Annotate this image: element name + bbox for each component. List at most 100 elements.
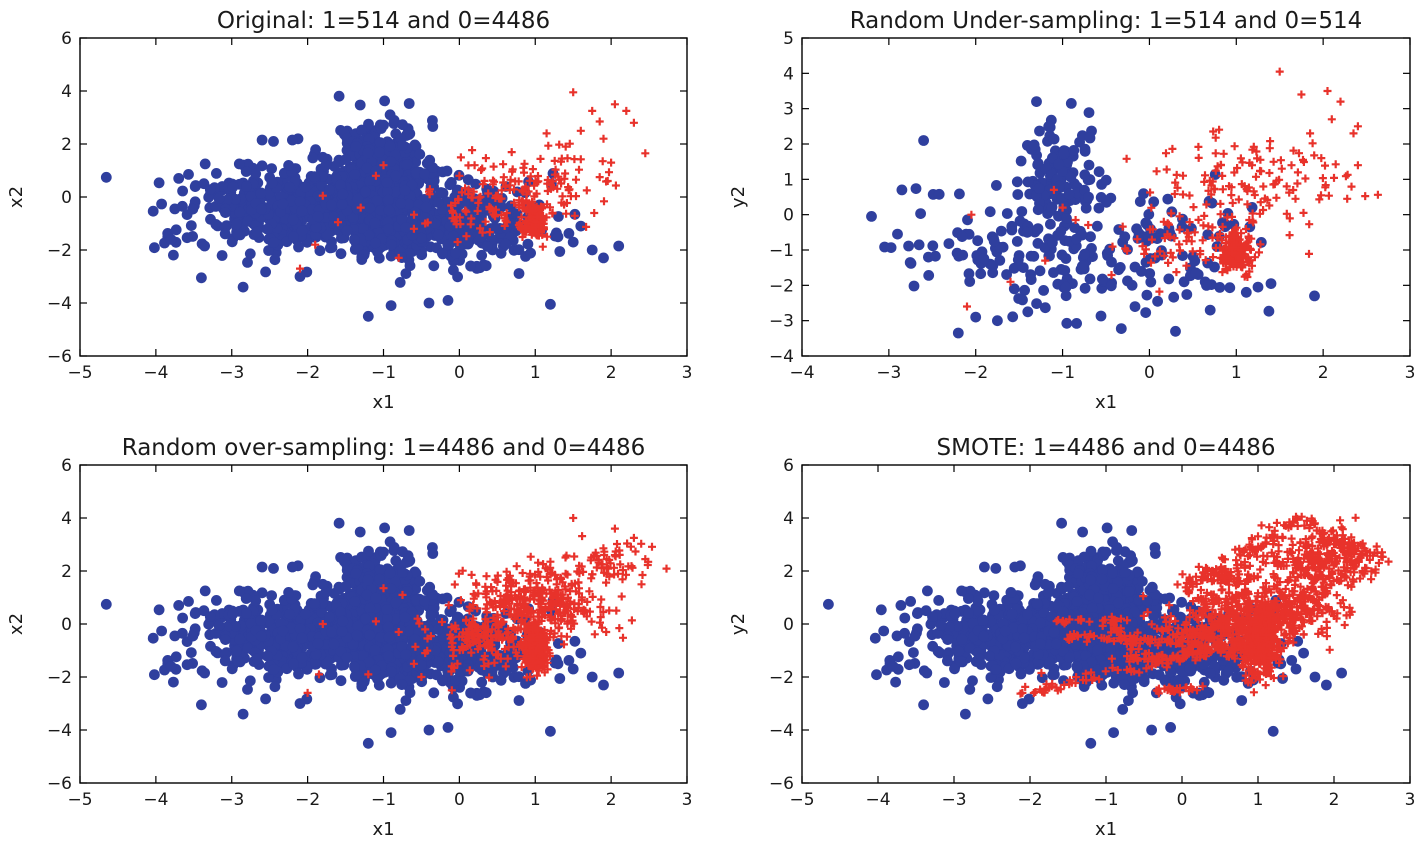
data-point: [962, 214, 973, 226]
data-point: [1028, 139, 1040, 151]
data-point: [1155, 247, 1164, 256]
data-point: [1199, 221, 1208, 230]
data-point: [585, 607, 594, 616]
data-point: [1170, 234, 1179, 243]
data-point: [1245, 216, 1254, 224]
data-point: [532, 579, 541, 588]
data-point: [563, 228, 575, 239]
data-point: [266, 590, 277, 601]
data-point: [1079, 143, 1091, 155]
data-point: [1235, 235, 1244, 244]
data-point: [1201, 256, 1210, 265]
data-point: [232, 656, 244, 667]
data-point: [1236, 154, 1245, 163]
data-point: [499, 607, 508, 616]
data-point: [1152, 167, 1161, 176]
data-point: [569, 514, 578, 522]
data-point: [910, 183, 922, 195]
data-point: [381, 604, 393, 615]
data-point: [465, 260, 476, 272]
data-point: [918, 135, 929, 146]
data-point: [147, 205, 159, 217]
data-point: [181, 659, 193, 671]
data-point: [153, 604, 165, 616]
data-point: [595, 117, 604, 126]
data-point: [1175, 212, 1184, 221]
data-point: [613, 667, 625, 679]
data-point: [568, 619, 577, 628]
data-point: [421, 625, 430, 634]
data-point: [570, 552, 579, 561]
data-point: [1248, 145, 1257, 154]
data-point: [551, 570, 559, 579]
data-point: [351, 629, 363, 641]
data-point: [543, 200, 551, 209]
data-point: [250, 595, 262, 607]
data-point: [555, 175, 564, 184]
data-point: [371, 617, 380, 626]
data-point: [1063, 188, 1075, 200]
data-point: [170, 224, 182, 236]
data-point: [336, 199, 348, 210]
data-point: [396, 641, 408, 652]
x-tick-label: −4: [789, 363, 814, 383]
data-point: [1065, 98, 1077, 109]
data-point: [576, 126, 585, 135]
data-point: [1022, 306, 1034, 318]
y-tick-label: −2: [769, 276, 794, 296]
data-point: [1034, 265, 1046, 277]
data-point: [561, 142, 570, 151]
data-point: [320, 587, 332, 598]
data-point: [539, 596, 548, 605]
data-point: [1270, 180, 1279, 189]
data-point: [552, 580, 561, 589]
data-point: [385, 727, 397, 738]
data-point: [255, 615, 267, 626]
data-point: [1148, 225, 1157, 234]
data-point: [571, 587, 580, 596]
data-point: [213, 620, 225, 631]
data-point: [285, 622, 297, 634]
data-point: [1295, 149, 1303, 158]
data-point: [1055, 226, 1067, 237]
data-point: [610, 563, 618, 572]
data-point: [572, 175, 580, 184]
series-class-1: [303, 514, 671, 697]
data-point: [590, 630, 599, 639]
data-point: [288, 231, 299, 243]
data-point: [1244, 183, 1253, 192]
data-point: [1058, 148, 1070, 160]
data-point: [903, 240, 914, 252]
data-point: [1190, 228, 1199, 237]
data-point: [495, 247, 507, 259]
data-point: [1001, 208, 1013, 219]
x-axis-label: x1: [1095, 392, 1117, 413]
data-point: [1146, 188, 1155, 197]
data-point: [1306, 129, 1315, 138]
data-point: [328, 638, 340, 650]
data-point: [1237, 261, 1246, 270]
data-point: [427, 548, 439, 559]
data-point: [414, 148, 426, 160]
data-point: [1133, 235, 1142, 244]
data-point: [210, 219, 222, 230]
data-point: [1014, 215, 1026, 227]
data-point: [1218, 222, 1227, 231]
data-point: [1079, 282, 1091, 294]
data-point: [1305, 249, 1313, 258]
data-point: [495, 674, 507, 686]
data-point: [1230, 233, 1239, 242]
data-point: [447, 201, 456, 210]
data-point: [535, 636, 544, 644]
data-point: [1263, 305, 1275, 317]
data-point: [1190, 267, 1202, 279]
data-point: [1182, 237, 1191, 245]
data-point: [1046, 201, 1058, 213]
data-point: [490, 658, 499, 667]
data-point: [595, 173, 604, 182]
data-point: [534, 567, 543, 576]
data-point: [242, 257, 253, 268]
data-point: [501, 662, 510, 671]
data-point: [335, 179, 346, 191]
